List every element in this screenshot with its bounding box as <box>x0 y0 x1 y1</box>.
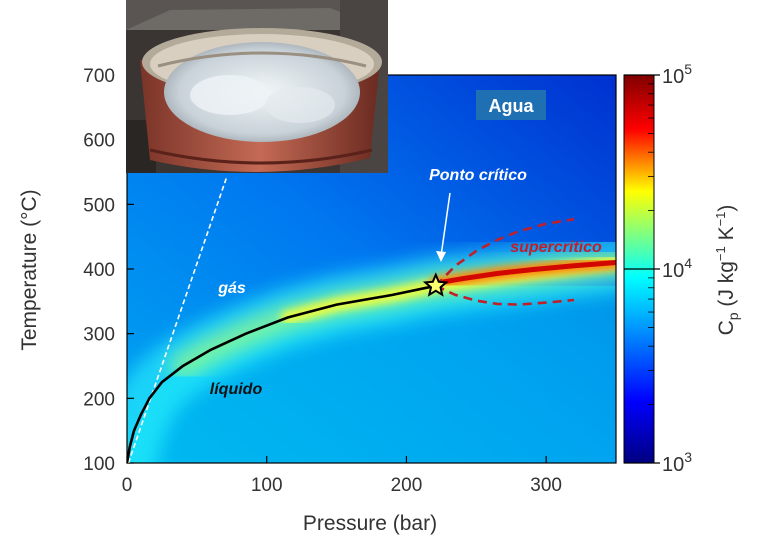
colorbar-tick-label: 104 <box>662 255 692 282</box>
title-box <box>476 90 546 120</box>
y-tick-label: 500 <box>83 195 115 216</box>
dashed-white-line <box>127 178 227 463</box>
y-tick-label: 100 <box>83 454 115 475</box>
colorbar-ticks: 103 104 105 <box>624 61 692 476</box>
colorbar-label: Cp (J kg−1 K−1) <box>713 205 741 336</box>
gas-label: gás <box>217 280 246 297</box>
colorbar-tick-label: 103 <box>662 449 692 476</box>
y-axis-label: Temperature (°C) <box>18 189 41 350</box>
x-tick-label: 100 <box>251 475 283 496</box>
supercritical-boundary-lower <box>435 284 575 306</box>
chart-title: Agua <box>489 96 535 116</box>
y-axis: 100 200 300 400 500 600 700 <box>83 66 134 475</box>
ridge-red <box>433 260 616 286</box>
colorbar-tick-label: 105 <box>662 61 692 88</box>
critical-point-label: Ponto crítico <box>429 167 527 184</box>
colorbar-label-text: Cp (J kg−1 K−1) <box>713 205 741 336</box>
y-tick-label: 200 <box>83 389 115 410</box>
series-layer <box>127 178 575 463</box>
critical-point-star <box>422 272 449 297</box>
liquid-label: líquido <box>210 381 263 398</box>
colorbar: 103 104 105 Cp (J kg−1 K−1) <box>623 61 741 476</box>
y-tick-label: 700 <box>83 66 115 87</box>
x-tick-label: 300 <box>530 475 562 496</box>
critical-point-arrow <box>436 192 451 262</box>
x-tick-label: 0 <box>122 475 133 496</box>
liquid-region <box>127 285 616 463</box>
y-tick-label: 400 <box>83 260 115 281</box>
y-tick-label: 300 <box>83 325 115 346</box>
x-axis-label: Pressure (bar) <box>303 512 437 535</box>
inset-photo <box>126 0 388 173</box>
supercritical-label: supercritico <box>510 239 602 256</box>
supercritical-boundary-upper <box>434 217 575 287</box>
boiling-curve <box>127 284 437 463</box>
x-tick-label: 200 <box>391 475 423 496</box>
y-tick-label: 600 <box>83 131 115 152</box>
